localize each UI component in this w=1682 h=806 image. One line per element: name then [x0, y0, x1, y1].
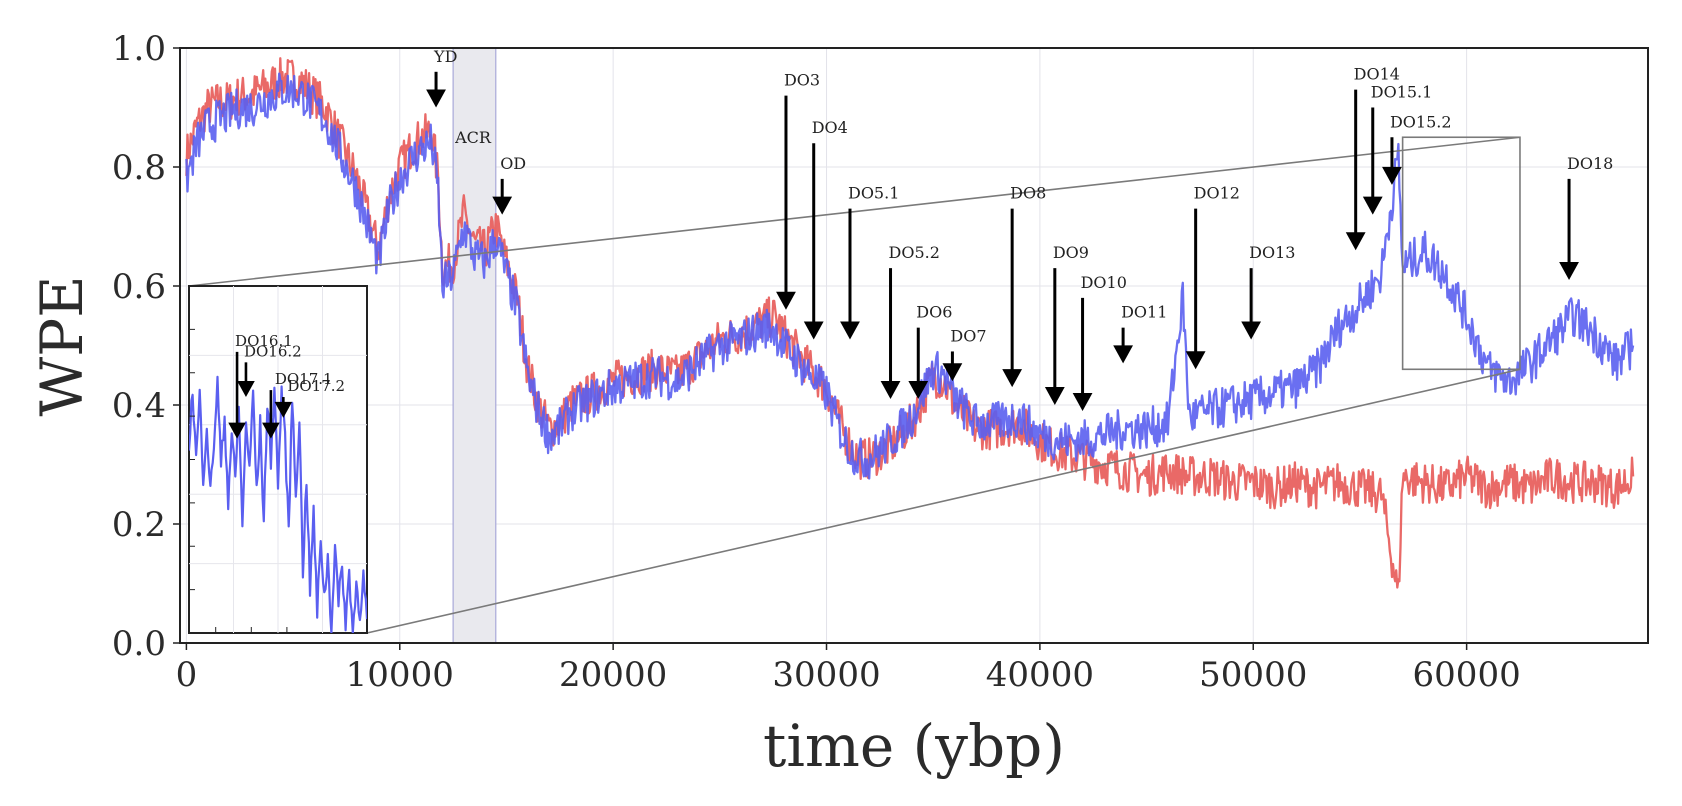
label-do3: DO3 [784, 71, 820, 90]
zoom-box [188, 136, 1521, 634]
label-do7: DO7 [950, 326, 986, 345]
series-line-1 [185, 72, 1635, 480]
inset-arrow-do16-1-head [228, 422, 246, 439]
axes [173, 47, 1649, 650]
acr-shade [453, 48, 496, 643]
label-do8: DO8 [1010, 184, 1046, 203]
series-lines [185, 57, 1635, 589]
arrow-do10-head [1072, 392, 1093, 411]
label-od: OD [500, 154, 526, 173]
label-do15-1: DO15.1 [1371, 83, 1433, 102]
inset-panel [188, 285, 368, 634]
label-do13: DO13 [1249, 243, 1295, 262]
arrow-do12-head [1185, 351, 1206, 370]
plot-frame [179, 47, 1649, 644]
zoom-connector-top [188, 136, 1521, 287]
x-tick-label: 20000 [559, 655, 667, 695]
x-tick-label: 40000 [986, 655, 1094, 695]
label-do15-2: DO15.2 [1390, 112, 1452, 131]
label-do12: DO12 [1194, 184, 1240, 203]
label-do6: DO6 [916, 303, 952, 322]
inset-label-do16-1: DO16.1 [235, 332, 293, 350]
zoom-connector-bottom [366, 368, 1521, 634]
label-yd: YD [433, 47, 457, 66]
label-do10: DO10 [1081, 273, 1127, 292]
arrow-do5-1-head [840, 321, 860, 340]
label-do4: DO4 [812, 118, 848, 137]
label-do5-1: DO5.1 [848, 184, 899, 203]
inset-label-do17-2: DO17.2 [287, 377, 345, 395]
arrow-do13-head [1241, 321, 1262, 340]
inset-arrow-do16-2-head [237, 381, 255, 398]
label-do18: DO18 [1567, 154, 1613, 173]
arrow-do8-head [1002, 369, 1023, 388]
inset-series-line-0 [189, 375, 367, 633]
tick-labels: 0 10000 20000 30000 40000 50000 60000 0.0 0.2 0.4… [112, 29, 1521, 695]
arrow-yd-head [426, 89, 446, 108]
inset-arrow-do17-1-head [262, 422, 280, 439]
arrow-do4-head [803, 321, 824, 340]
zoom-rect [1401, 136, 1521, 371]
label-do5-2: DO5.2 [889, 243, 940, 262]
arrow-do3-head [776, 291, 796, 310]
acr-shaded-region: ACR [452, 48, 497, 643]
label-do9: DO9 [1053, 243, 1089, 262]
arrow-do15-1-head [1362, 196, 1383, 215]
arrow-do6-head [908, 381, 929, 400]
x-tick-label: 50000 [1199, 655, 1307, 695]
x-tick-label: 10000 [346, 655, 454, 695]
y-tick-label: 0.0 [112, 624, 166, 664]
inset-label-do16-2: DO16.2 [244, 342, 302, 360]
y-tick-label: 0.4 [112, 386, 166, 426]
x-axis-title: time (ybp) [763, 712, 1065, 780]
y-tick-label: 0.6 [112, 267, 166, 307]
x-tick-label: 30000 [772, 655, 880, 695]
arrow-do15-2-head [1382, 166, 1402, 185]
x-tick-label: 60000 [1413, 655, 1521, 695]
y-axis-title: WPE [28, 276, 96, 417]
label-do14: DO14 [1354, 65, 1400, 84]
inset-label-do17-1: DO17.1 [275, 370, 333, 388]
event-annotations: YD OD DO3 DO4 DO5.1 DO5.2 DO6 DO7 DO8 DO9 DO10 DO11… [228, 47, 1613, 439]
series-line-0 [185, 57, 1635, 589]
arrow-do5-2-head [880, 381, 901, 400]
y-tick-label: 1.0 [112, 29, 166, 69]
x-tick-label: 0 [176, 655, 198, 695]
arrow-do14-head [1345, 232, 1366, 251]
label-do11: DO11 [1121, 303, 1167, 322]
arrow-do9-head [1044, 387, 1065, 405]
y-tick-label: 0.8 [112, 148, 166, 188]
arrow-od-head [492, 196, 513, 215]
y-tick-label: 0.2 [112, 505, 166, 545]
acr-label: ACR [454, 128, 492, 147]
inset-arrow-do17-2-head [274, 401, 293, 418]
arrow-do7-head [942, 363, 963, 382]
arrow-do11-head [1113, 345, 1134, 364]
arrow-do18-head [1559, 262, 1579, 281]
